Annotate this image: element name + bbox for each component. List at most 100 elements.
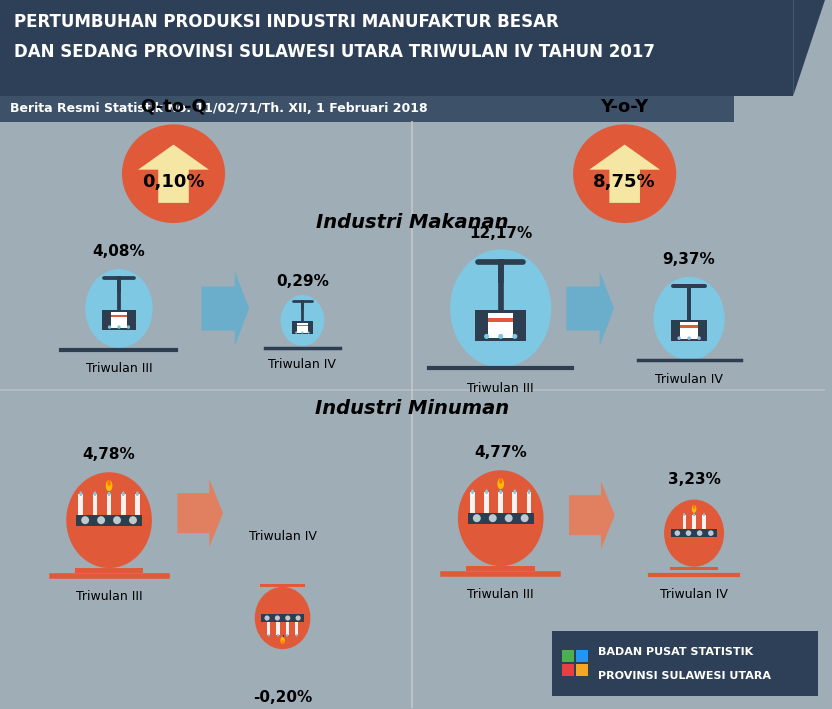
Bar	[102, 310, 136, 330]
Ellipse shape	[107, 480, 111, 486]
Ellipse shape	[498, 334, 503, 339]
Bar	[297, 325, 308, 326]
Ellipse shape	[281, 640, 284, 644]
Ellipse shape	[653, 277, 725, 360]
Bar	[671, 529, 717, 537]
Text: 0,29%: 0,29%	[276, 274, 329, 289]
Bar	[276, 622, 280, 635]
Ellipse shape	[106, 480, 112, 491]
Bar	[267, 622, 270, 635]
Ellipse shape	[268, 634, 270, 637]
Bar	[135, 493, 140, 515]
Ellipse shape	[664, 500, 724, 566]
Ellipse shape	[122, 124, 225, 223]
Bar	[108, 493, 111, 498]
Text: Y-o-Y: Y-o-Y	[601, 98, 649, 116]
Text: Triwulan III: Triwulan III	[468, 588, 534, 601]
Ellipse shape	[108, 325, 111, 329]
Text: 4,08%: 4,08%	[92, 244, 146, 259]
Text: Triwulan III: Triwulan III	[468, 382, 534, 396]
Bar	[0, 96, 734, 122]
Text: Triwulan III: Triwulan III	[76, 590, 142, 603]
Ellipse shape	[708, 530, 714, 536]
Ellipse shape	[677, 336, 681, 340]
Bar	[111, 312, 127, 328]
Bar	[499, 492, 502, 496]
Bar	[682, 515, 686, 529]
Bar	[576, 664, 588, 676]
Ellipse shape	[485, 489, 488, 494]
Ellipse shape	[687, 336, 691, 340]
Ellipse shape	[85, 269, 153, 348]
Ellipse shape	[113, 516, 121, 524]
Bar	[260, 584, 305, 587]
Ellipse shape	[505, 514, 513, 522]
Ellipse shape	[67, 472, 152, 568]
Ellipse shape	[301, 331, 304, 334]
Bar	[297, 323, 308, 333]
Bar	[467, 566, 535, 571]
Bar	[471, 492, 473, 496]
Bar	[671, 320, 707, 342]
Ellipse shape	[499, 478, 503, 484]
Bar	[485, 492, 488, 496]
Ellipse shape	[703, 513, 705, 516]
Bar	[498, 492, 503, 513]
Bar	[268, 632, 270, 635]
Ellipse shape	[107, 491, 111, 496]
Ellipse shape	[683, 513, 686, 516]
Text: Triwulan IV: Triwulan IV	[249, 530, 316, 543]
Text: 9,37%: 9,37%	[663, 252, 716, 267]
Ellipse shape	[498, 478, 504, 489]
Text: DAN SEDANG PROVINSI SULAWESI UTARA TRIWULAN IV TAHUN 2017: DAN SEDANG PROVINSI SULAWESI UTARA TRIWU…	[14, 43, 655, 61]
Ellipse shape	[117, 325, 121, 329]
Polygon shape	[589, 145, 660, 203]
Ellipse shape	[471, 489, 474, 494]
Bar	[78, 493, 83, 515]
Text: 0,10%: 0,10%	[142, 173, 205, 191]
Bar	[527, 492, 532, 513]
Polygon shape	[567, 271, 614, 346]
Bar	[122, 493, 125, 498]
Ellipse shape	[473, 514, 481, 522]
Ellipse shape	[295, 615, 300, 620]
Ellipse shape	[79, 491, 82, 496]
Bar	[106, 493, 111, 515]
Bar	[295, 622, 298, 635]
Text: Triwulan IV: Triwulan IV	[269, 359, 336, 372]
Bar	[92, 493, 97, 515]
Polygon shape	[569, 481, 615, 549]
Bar	[681, 325, 698, 328]
Ellipse shape	[697, 530, 702, 536]
Bar	[111, 315, 127, 318]
Ellipse shape	[277, 634, 279, 637]
Bar	[702, 515, 706, 529]
Ellipse shape	[450, 250, 552, 367]
Ellipse shape	[82, 516, 89, 524]
Ellipse shape	[286, 634, 288, 637]
Ellipse shape	[691, 505, 696, 513]
Bar	[0, 0, 793, 96]
Polygon shape	[138, 145, 209, 203]
Bar	[468, 513, 534, 524]
Ellipse shape	[308, 331, 310, 334]
Bar	[527, 492, 530, 496]
Ellipse shape	[527, 489, 531, 494]
Bar	[76, 515, 142, 526]
Ellipse shape	[693, 505, 696, 509]
Ellipse shape	[488, 514, 497, 522]
Text: Triwulan IV: Triwulan IV	[655, 374, 723, 386]
Bar	[277, 632, 279, 635]
Bar	[470, 492, 475, 513]
Ellipse shape	[513, 489, 517, 494]
Text: 12,17%: 12,17%	[469, 225, 532, 240]
Bar	[552, 631, 818, 696]
Bar	[576, 650, 588, 662]
Ellipse shape	[265, 615, 270, 620]
Bar	[291, 321, 314, 335]
Ellipse shape	[573, 124, 676, 223]
Bar	[80, 493, 82, 498]
Bar	[683, 515, 685, 518]
Text: Berita Resmi Statistik No. 11/02/71/Th. XII, 1 Februari 2018: Berita Resmi Statistik No. 11/02/71/Th. …	[10, 102, 428, 116]
Text: Q-to-Q: Q-to-Q	[140, 98, 207, 116]
